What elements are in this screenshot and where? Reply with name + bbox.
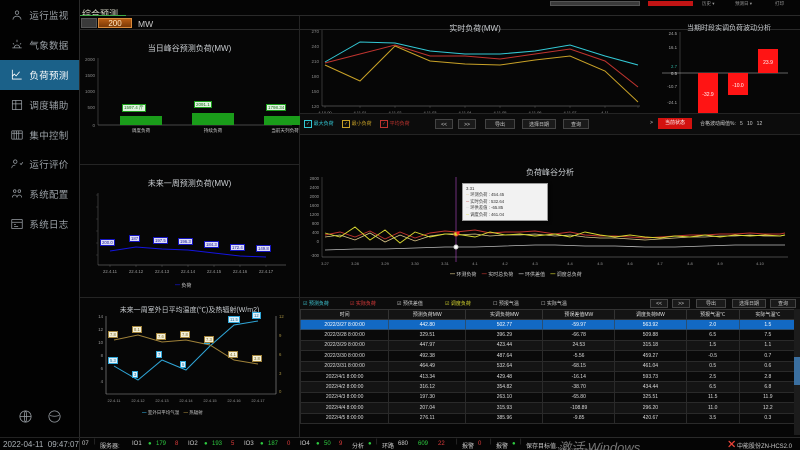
svg-text:1200: 1200 [310, 212, 320, 217]
svg-text:0.5: 0.5 [671, 71, 678, 76]
svg-text:4.4: 4.4 [567, 261, 573, 266]
svg-text:180: 180 [311, 74, 319, 79]
svg-text:24.5: 24.5 [669, 31, 678, 36]
svg-text:12: 12 [279, 314, 284, 319]
svg-text:4.5: 4.5 [597, 261, 603, 266]
svg-text:270: 270 [311, 29, 319, 34]
svg-text:400: 400 [312, 230, 320, 235]
svg-text:6: 6 [279, 352, 282, 357]
svg-text:2000: 2000 [85, 57, 96, 62]
svg-text:22.4.16: 22.4.16 [233, 269, 248, 274]
svg-text:2400: 2400 [310, 185, 320, 190]
svg-text:22.4.12: 22.4.12 [131, 398, 145, 403]
svg-text:16.1: 16.1 [669, 45, 678, 50]
svg-text:22.4.15: 22.4.15 [207, 269, 222, 274]
svg-text:210: 210 [311, 59, 319, 64]
svg-text:800: 800 [312, 221, 320, 226]
svg-text:0: 0 [279, 389, 282, 394]
svg-text:3: 3 [279, 371, 282, 376]
svg-text:4.10: 4.10 [756, 261, 765, 266]
svg-text:4.9: 4.9 [717, 261, 723, 266]
svg-text:3.27: 3.27 [321, 261, 330, 266]
svg-text:4.1: 4.1 [472, 261, 478, 266]
svg-text:9: 9 [279, 333, 282, 338]
svg-text:10: 10 [98, 340, 103, 345]
svg-text:0: 0 [92, 123, 95, 128]
svg-text:-300: -300 [311, 253, 320, 258]
svg-text:2.7: 2.7 [671, 64, 678, 69]
svg-text:22.4.11: 22.4.11 [107, 398, 121, 403]
svg-text:2000: 2000 [310, 194, 320, 199]
svg-text:-10.7: -10.7 [667, 84, 677, 89]
svg-text:6: 6 [101, 366, 104, 371]
svg-text:0: 0 [317, 239, 320, 244]
svg-text:1000: 1000 [85, 89, 96, 94]
svg-text:22.4.17: 22.4.17 [259, 269, 274, 274]
svg-text:22.4.14: 22.4.14 [181, 269, 196, 274]
svg-text:22.4.12: 22.4.12 [129, 269, 144, 274]
svg-text:4.8: 4.8 [687, 261, 693, 266]
svg-text:22.4.17: 22.4.17 [251, 398, 265, 403]
svg-text:4: 4 [101, 379, 104, 384]
svg-text:14: 14 [98, 314, 103, 319]
svg-text:22.4.13: 22.4.13 [155, 398, 169, 403]
svg-text:1600: 1600 [310, 203, 320, 208]
svg-text:2800: 2800 [310, 176, 320, 181]
svg-text:4.7: 4.7 [657, 261, 663, 266]
svg-text:1500: 1500 [85, 73, 96, 78]
svg-text:12: 12 [98, 327, 103, 332]
svg-text:500: 500 [87, 105, 95, 110]
svg-text:4.2: 4.2 [502, 261, 508, 266]
svg-text:22.4.11: 22.4.11 [103, 269, 118, 274]
svg-text:3.28: 3.28 [351, 261, 360, 266]
svg-text:22.4.15: 22.4.15 [203, 398, 217, 403]
svg-text:22.4.13: 22.4.13 [155, 269, 170, 274]
svg-text:-10.0: -10.0 [732, 83, 744, 89]
svg-text:8: 8 [101, 353, 104, 358]
svg-text:3.30: 3.30 [411, 261, 420, 266]
svg-text:-24.1: -24.1 [667, 100, 677, 105]
svg-text:23.9: 23.9 [763, 60, 773, 66]
svg-text:240: 240 [311, 44, 319, 49]
svg-text:3.31: 3.31 [441, 261, 450, 266]
svg-text:22.4.14: 22.4.14 [179, 398, 193, 403]
svg-text:150: 150 [311, 89, 319, 94]
svg-text:-32.9: -32.9 [702, 92, 714, 98]
svg-text:120: 120 [311, 104, 319, 109]
svg-text:22.4.16: 22.4.16 [227, 398, 241, 403]
svg-text:4.6: 4.6 [627, 261, 633, 266]
svg-text:3.29: 3.29 [381, 261, 390, 266]
svg-text:4.3: 4.3 [532, 261, 538, 266]
